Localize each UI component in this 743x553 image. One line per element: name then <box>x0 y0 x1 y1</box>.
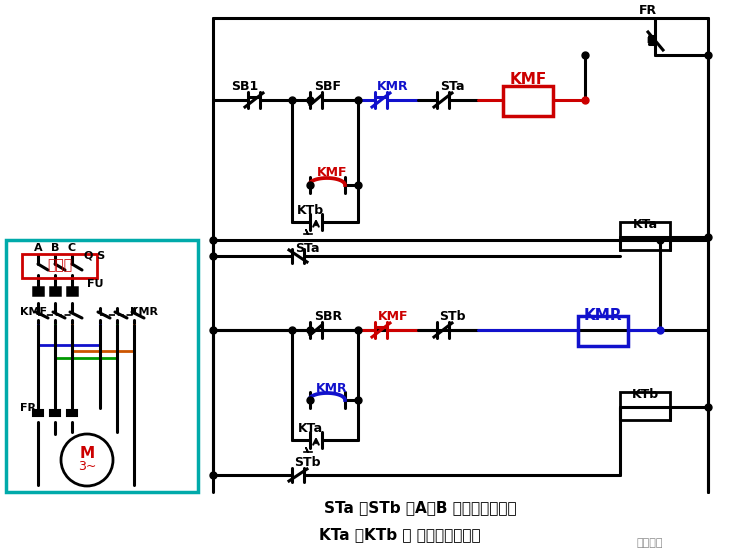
Bar <box>33 410 43 416</box>
Text: FU: FU <box>87 279 103 289</box>
Bar <box>578 316 628 346</box>
Text: KTa: KTa <box>297 421 322 435</box>
Text: 主回路: 主回路 <box>48 258 73 272</box>
Text: C: C <box>68 243 76 253</box>
Text: Q S: Q S <box>85 250 106 260</box>
Bar <box>6 240 198 492</box>
Text: FR: FR <box>20 403 36 413</box>
Text: 3~: 3~ <box>78 461 96 473</box>
Text: STb: STb <box>293 456 320 469</box>
Text: 筑龙电气: 筑龙电气 <box>637 538 663 548</box>
Text: SBF: SBF <box>314 81 342 93</box>
Bar <box>67 287 77 295</box>
Circle shape <box>61 434 113 486</box>
Bar <box>620 222 670 250</box>
Text: KMR: KMR <box>317 382 348 394</box>
Text: KTa 、KTb 为 两个时间继电器: KTa 、KTb 为 两个时间继电器 <box>319 528 481 542</box>
Text: KMF: KMF <box>20 307 47 317</box>
Text: SBR: SBR <box>314 310 342 324</box>
Text: STa 、STb 为A、B 两端的限位开关: STa 、STb 为A、B 两端的限位开关 <box>324 500 516 515</box>
Text: KMR: KMR <box>584 307 623 322</box>
Text: B: B <box>51 243 59 253</box>
Text: KMF: KMF <box>317 166 347 180</box>
Text: STb: STb <box>439 310 465 324</box>
Text: M: M <box>80 446 94 462</box>
Text: FR: FR <box>639 3 657 17</box>
Text: STa: STa <box>295 242 319 254</box>
Text: KMR: KMR <box>130 307 158 317</box>
Text: SB1: SB1 <box>231 81 259 93</box>
Bar <box>50 287 60 295</box>
Text: STa: STa <box>440 81 464 93</box>
Bar <box>620 392 670 420</box>
Bar <box>33 287 43 295</box>
Bar <box>503 86 553 116</box>
Bar <box>67 410 77 416</box>
Text: KTb: KTb <box>632 389 658 401</box>
Text: KMR: KMR <box>377 81 409 93</box>
Bar <box>50 410 60 416</box>
Text: KMF: KMF <box>377 310 408 324</box>
Text: KMF: KMF <box>510 72 547 87</box>
Text: KTb: KTb <box>296 204 323 217</box>
Bar <box>22 254 97 278</box>
Text: KTa: KTa <box>632 218 658 232</box>
Text: A: A <box>33 243 42 253</box>
